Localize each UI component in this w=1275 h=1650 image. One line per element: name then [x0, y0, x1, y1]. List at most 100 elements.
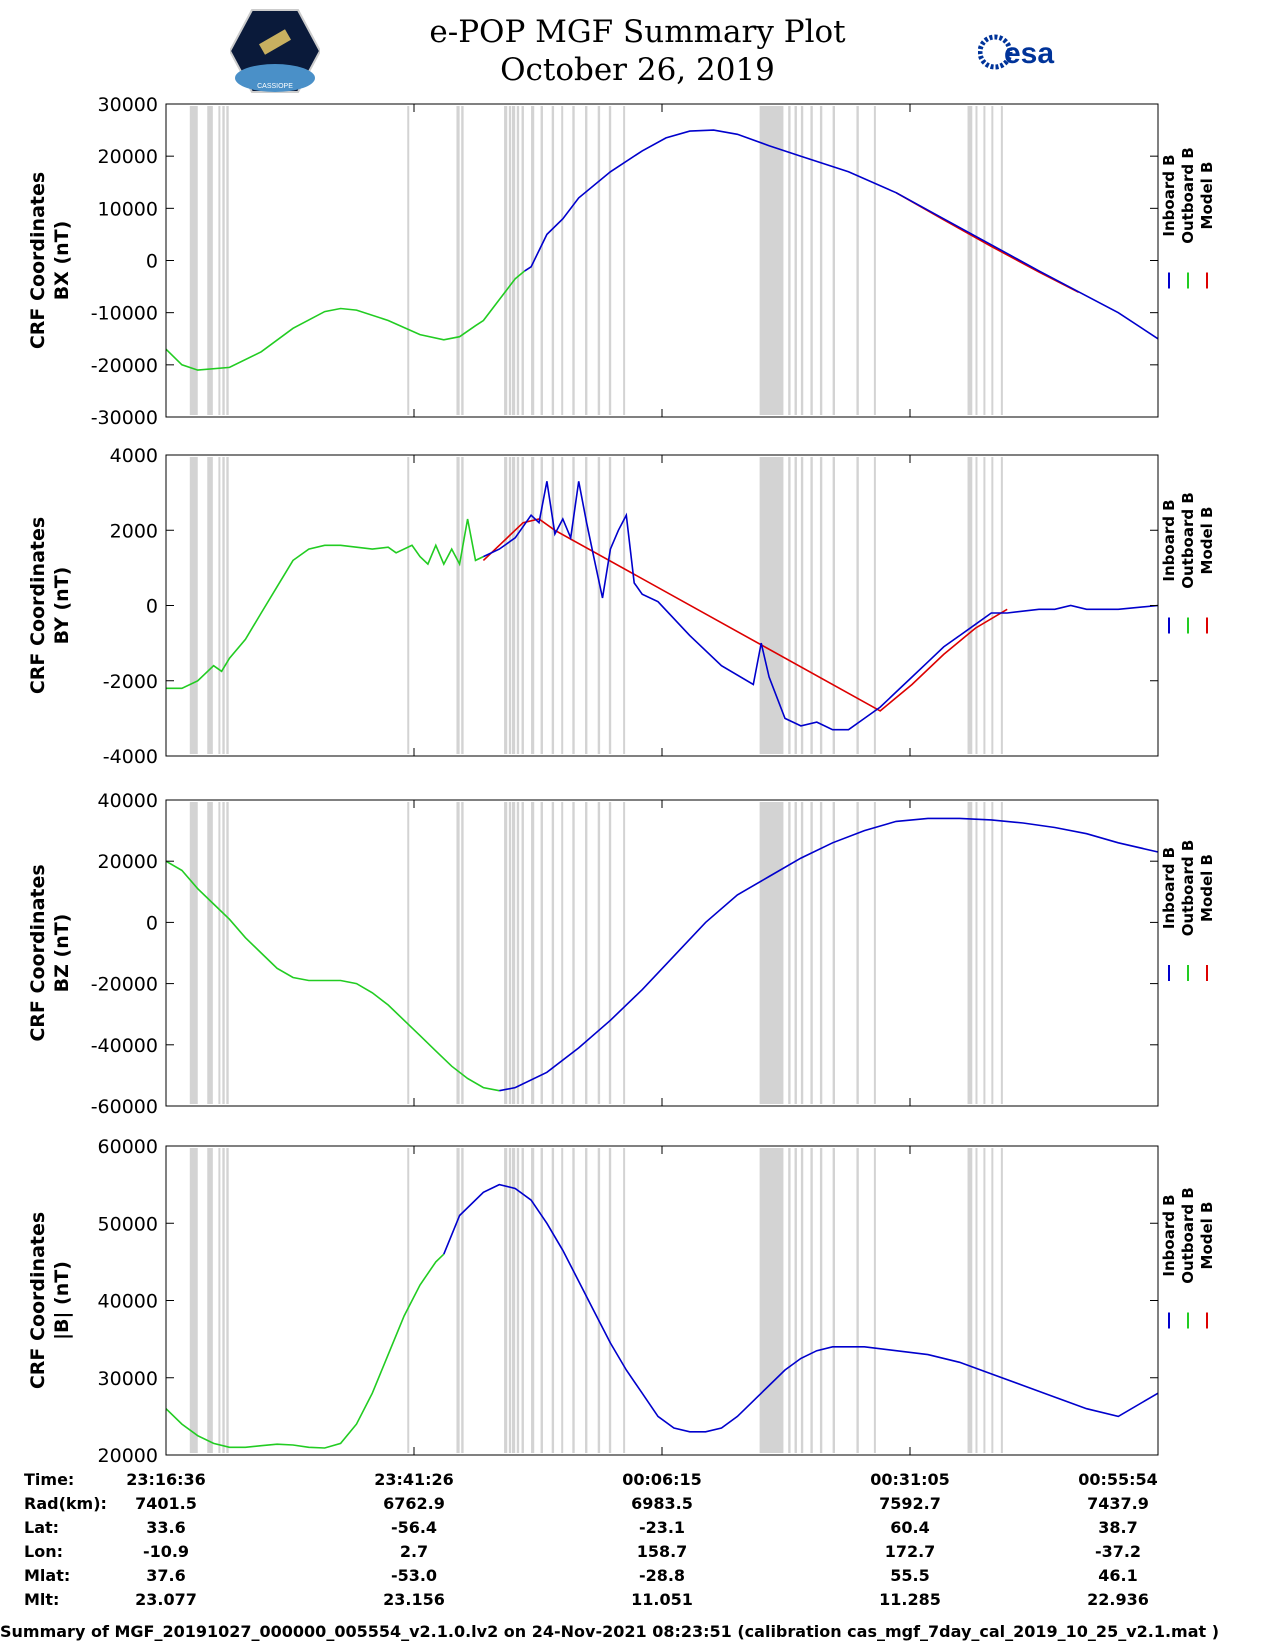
data-gap-band — [597, 802, 601, 1104]
y-tick-label: 40000 — [98, 790, 158, 812]
data-gap-band — [516, 106, 520, 415]
footer-caption: Summary of MGF_20191027_000000_005554_v2… — [0, 1622, 1220, 1641]
table-row-label: Rad(km): — [24, 1494, 107, 1513]
data-gap-band — [504, 802, 508, 1104]
table-cell: 6983.5 — [631, 1494, 693, 1513]
data-gap-band — [832, 1148, 836, 1453]
table-cell: 22.936 — [1087, 1590, 1149, 1609]
data-gap-band — [551, 802, 555, 1104]
data-gap-band — [585, 802, 588, 1104]
table-cell: -53.0 — [390, 1566, 438, 1585]
data-gap-band — [819, 457, 823, 754]
data-gap-band — [218, 457, 221, 754]
y-tick-label: -2000 — [103, 671, 158, 693]
legend-label: Inboard B — [1160, 1194, 1178, 1276]
y-tick-label: 2000 — [110, 520, 158, 542]
data-gap-band — [531, 1148, 535, 1453]
y-tick-label: -10000 — [91, 303, 158, 325]
esa-logo-text: esa — [1004, 37, 1054, 70]
data-gap-band — [819, 106, 823, 415]
data-gap-band — [608, 802, 612, 1104]
data-gap-band — [800, 802, 804, 1104]
y-tick-label: 50000 — [98, 1213, 158, 1235]
data-gap-band — [504, 1148, 508, 1453]
data-gap-band — [540, 457, 543, 754]
data-gap-band — [189, 106, 198, 415]
data-gap-band — [222, 802, 225, 1104]
data-gap-band — [461, 802, 464, 1104]
data-gap-band — [521, 1148, 524, 1453]
data-gap-band — [856, 1148, 859, 1453]
data-gap-band — [508, 106, 512, 415]
data-gap-band — [967, 1148, 973, 1453]
data-gap-band — [226, 802, 229, 1104]
data-gap-band — [623, 802, 626, 1104]
data-gap-band — [856, 106, 859, 415]
data-gap-band — [572, 802, 575, 1104]
y-tick-label: 40000 — [98, 1291, 158, 1313]
plot-frame — [165, 1145, 1159, 1456]
table-cell: 2.7 — [399, 1542, 429, 1561]
data-gap-band — [759, 106, 784, 415]
data-gap-band — [512, 457, 516, 754]
data-gap-band — [572, 1148, 575, 1453]
data-gap-band — [207, 1148, 213, 1453]
y-tick-label: -20000 — [91, 974, 158, 996]
data-gap-band — [561, 457, 564, 754]
data-gap-band — [521, 106, 524, 415]
table-cell: 38.7 — [1098, 1518, 1138, 1537]
model-series-line — [482, 518, 1008, 712]
data-gap-band — [456, 802, 460, 1104]
data-gap-band — [967, 106, 973, 415]
table-cell: 33.6 — [146, 1518, 186, 1537]
table-cell: 23:41:26 — [374, 1470, 454, 1489]
data-gap-band — [561, 1148, 564, 1453]
data-gap-band — [561, 106, 564, 415]
data-gap-band — [991, 802, 994, 1104]
data-gap-band — [222, 106, 225, 415]
y-tick-label: 4000 — [110, 445, 158, 467]
data-gap-band — [512, 802, 516, 1104]
data-gap-band — [207, 802, 213, 1104]
data-gap-band — [407, 1148, 410, 1453]
data-gap-band — [608, 457, 612, 754]
data-gap-band — [810, 1148, 813, 1453]
table-cell: -56.4 — [390, 1518, 438, 1537]
data-gap-band — [623, 106, 626, 415]
data-gap-band — [456, 1148, 460, 1453]
table-row-label: Lon: — [24, 1542, 63, 1561]
y-tick-label: -40000 — [91, 1035, 158, 1057]
table-cell: 00:55:54 — [1078, 1470, 1158, 1489]
panel-2: 40000 20000 0 -20000 -40000 -60000 CRF Coordin… — [27, 790, 1216, 1118]
data-gap-band — [759, 802, 784, 1104]
table-row-label: Mlat: — [24, 1566, 71, 1585]
table-row-label: Time: — [24, 1470, 75, 1489]
data-gap-band — [832, 457, 836, 754]
data-gap-band — [512, 1148, 516, 1453]
data-gap-band — [189, 802, 198, 1104]
data-gap-band — [551, 457, 555, 754]
data-gap-band — [456, 457, 460, 754]
data-gap-band — [597, 457, 601, 754]
data-gap-band — [608, 1148, 612, 1453]
data-gap-band — [218, 106, 221, 415]
data-gap-band — [226, 1148, 229, 1453]
outboard-series-line — [166, 518, 484, 690]
data-gap-band — [461, 1148, 464, 1453]
data-gap-band — [531, 802, 535, 1104]
data-gap-band — [819, 1148, 823, 1453]
y-tick-label: 10000 — [98, 198, 158, 220]
y-axis-label: CRF Coordinates — [27, 172, 49, 349]
y-tick-label: -30000 — [91, 407, 158, 429]
data-gap-band — [975, 106, 978, 415]
outboard-series-line — [165, 270, 526, 371]
data-gap-band — [189, 457, 198, 754]
data-gap-band — [461, 457, 464, 754]
data-gap-band — [794, 802, 797, 1104]
y-axis-label: BX (nT) — [51, 221, 73, 301]
data-gap-band — [794, 457, 797, 754]
data-gap-band — [585, 1148, 588, 1453]
data-gap-band — [873, 802, 876, 1104]
data-gap-band — [572, 106, 575, 415]
cassiope-logo: CASSIOPE — [230, 9, 320, 93]
